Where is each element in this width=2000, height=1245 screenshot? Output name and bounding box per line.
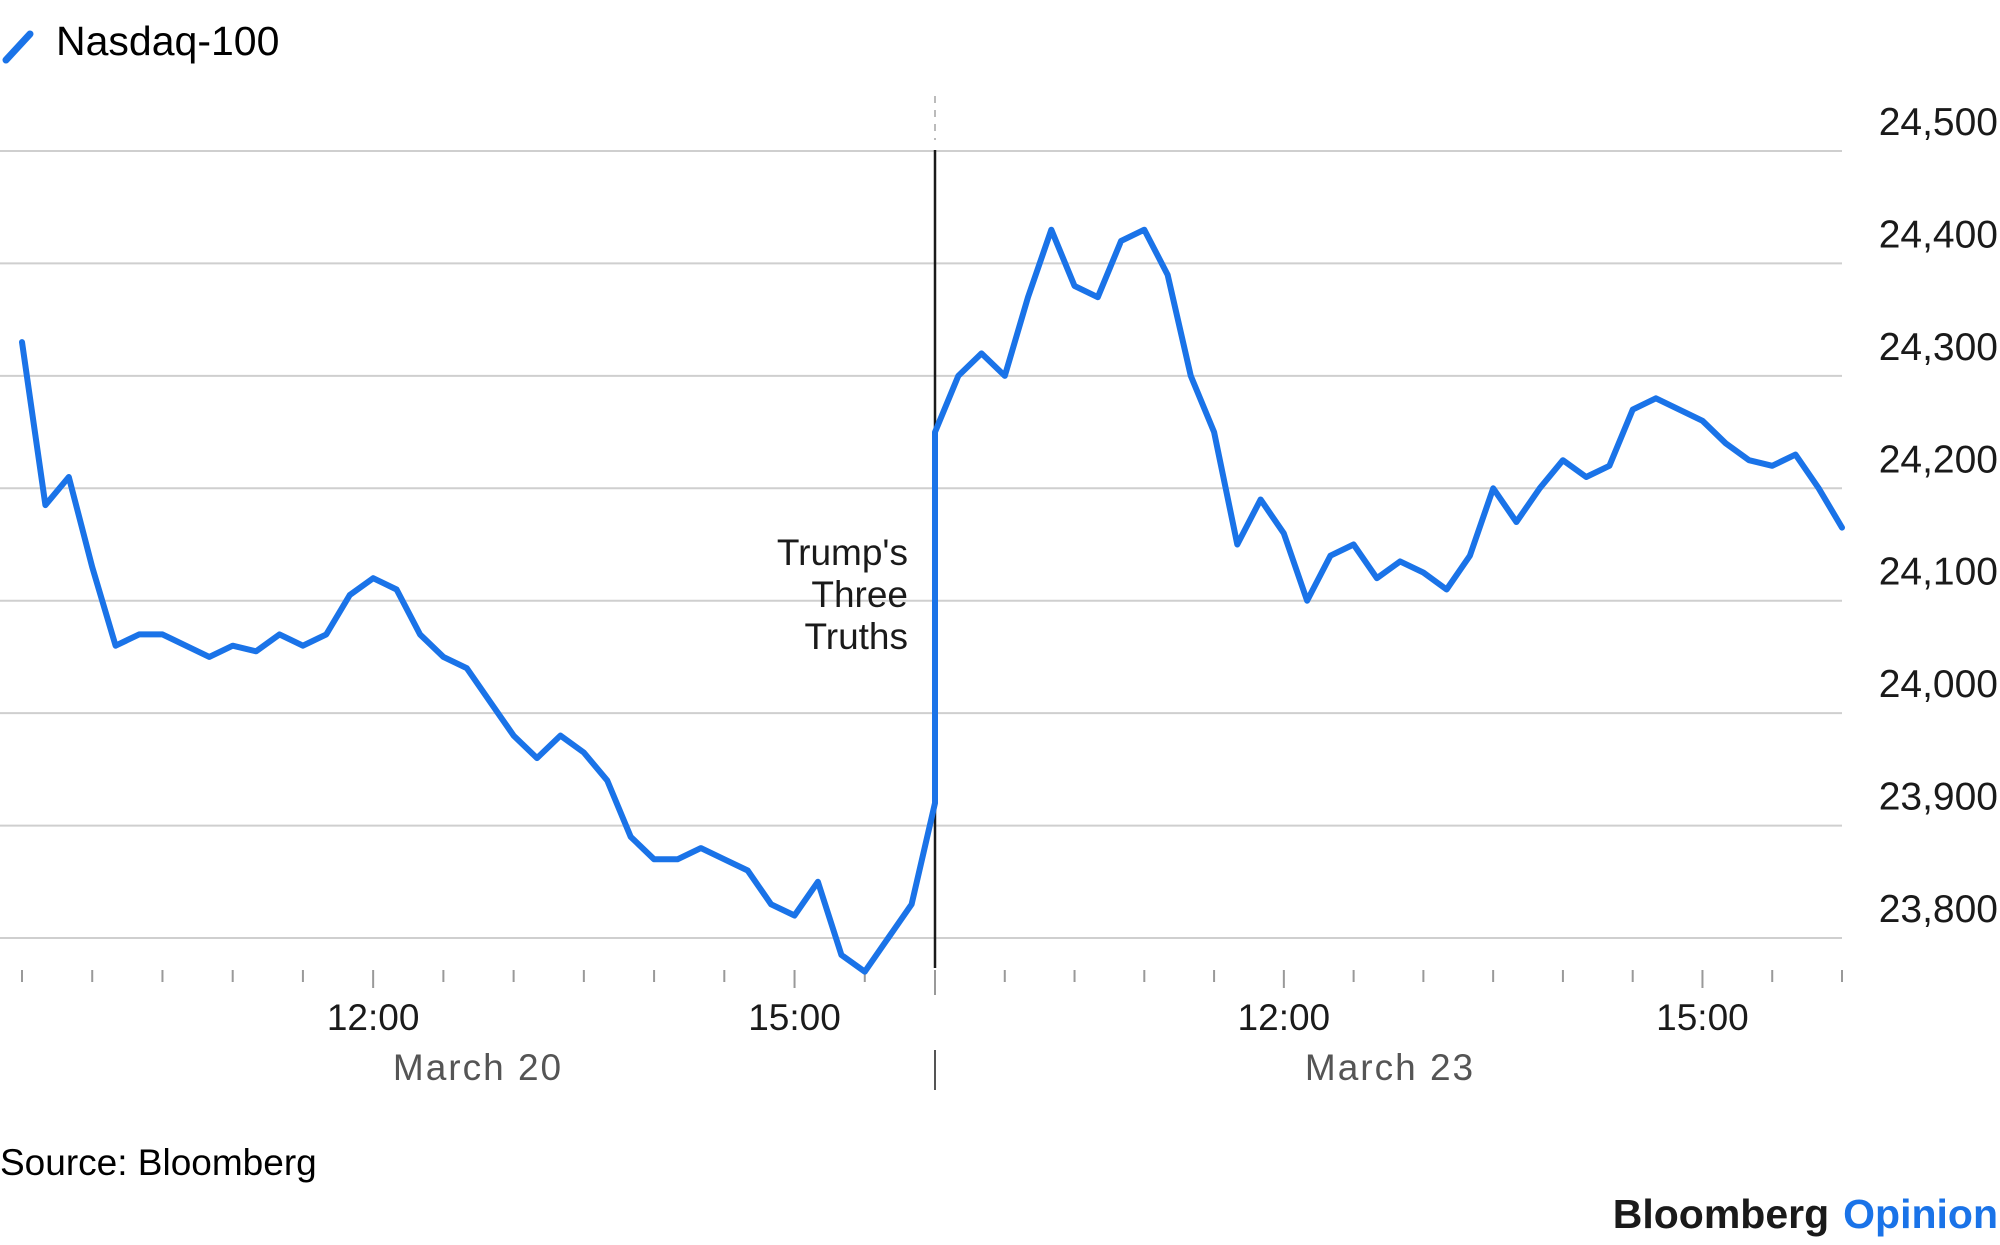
y-tick-label: 24,000 bbox=[1879, 663, 1998, 706]
x-tick-label: 12:00 bbox=[1238, 997, 1331, 1038]
x-axis: 12:00 15:00 12:00 15:00 March 20 March 23 bbox=[21, 970, 1843, 1090]
annotation-text: Truths bbox=[805, 616, 908, 657]
legend: Nasdaq-100 bbox=[2, 18, 279, 64]
legend-label: Nasdaq-100 bbox=[56, 18, 279, 64]
y-tick-label: 24,400 bbox=[1879, 213, 1998, 256]
x-day-label: March 20 bbox=[393, 1047, 563, 1088]
y-tick-label: 23,900 bbox=[1879, 776, 1998, 819]
y-tick-label: 24,300 bbox=[1879, 326, 1998, 369]
series-layer bbox=[19, 226, 1845, 975]
source-note: Source: Bloomberg bbox=[0, 1142, 317, 1183]
x-tick-label: 12:00 bbox=[327, 997, 420, 1038]
y-axis: 24,500 24,400 24,300 24,200 24,100 24,000 23,9… bbox=[1879, 101, 1998, 931]
y-tick-label: 24,100 bbox=[1879, 551, 1998, 594]
annotation-text: Trump's bbox=[777, 532, 908, 573]
x-tick-label: 15:00 bbox=[1656, 997, 1749, 1038]
y-tick-label: 24,500 bbox=[1879, 101, 1998, 144]
series-line-nasdaq-100 bbox=[19, 226, 1845, 975]
brand-product: Opinion bbox=[1843, 1191, 1998, 1237]
y-tick-label: 24,200 bbox=[1879, 438, 1998, 481]
brand-name: Bloomberg bbox=[1613, 1191, 1829, 1237]
annotation-text: Three bbox=[811, 574, 908, 615]
x-day-label: March 23 bbox=[1305, 1047, 1475, 1088]
brand-logo: Bloomberg Opinion bbox=[1613, 1191, 1998, 1237]
y-tick-label: 23,800 bbox=[1879, 888, 1998, 931]
x-tick-label: 15:00 bbox=[748, 997, 841, 1038]
legend-line-icon bbox=[2, 30, 34, 64]
gridlines bbox=[0, 150, 1842, 939]
